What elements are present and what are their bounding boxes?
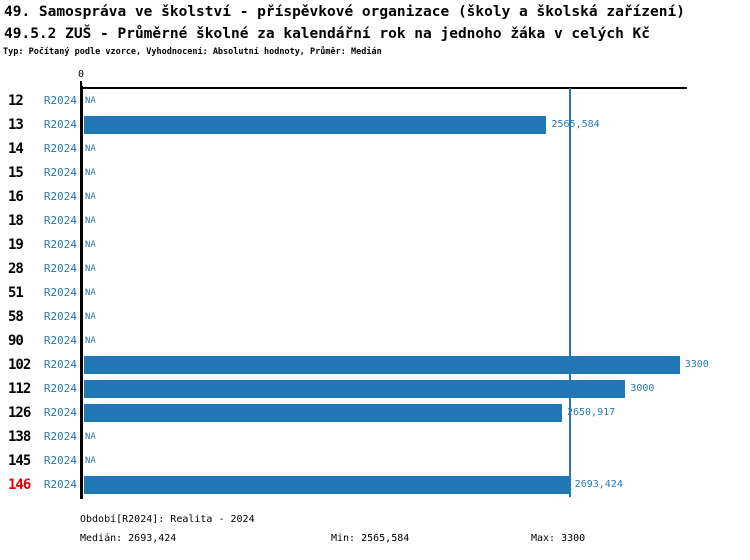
row-category: 51 [8,285,24,301]
row-category: 90 [8,333,24,349]
chart-row: 18 R2024 NA [0,209,750,233]
row-series-label: R2024 [43,166,77,179]
row-series-label: R2024 [43,478,77,491]
bar-value-label: NA [85,168,96,178]
row-series-label: R2024 [43,286,77,299]
row-category: 138 [8,429,31,445]
chart-row: 28 R2024 NA [0,257,750,281]
row-category: 112 [8,381,31,397]
bar-value-label: NA [85,192,96,202]
median-line [569,88,571,497]
row-series-label: R2024 [43,262,77,275]
row-category: 13 [8,117,24,133]
x-axis-tick-mark [80,81,82,87]
row-category: 58 [8,309,24,325]
bar-value-label: NA [85,240,96,250]
x-axis-tick-label-zero: 0 [77,69,85,80]
chart-subtitle-parameters: Typ: Počítaný podle vzorce, Vyhodnocení:… [3,47,382,57]
bar-value-label: NA [85,216,96,226]
chart-row: 90 R2024 NA [0,329,750,353]
row-series-label: R2024 [43,190,77,203]
chart-row: 12 R2024 NA [0,89,750,113]
bar [84,116,547,134]
bar-value-label: NA [85,456,96,466]
row-category: 15 [8,165,24,181]
bar-value-label: NA [85,144,96,154]
bar-value-label: NA [85,264,96,274]
bar [84,404,562,422]
chart-row: 51 R2024 NA [0,281,750,305]
bar-chart: 0 12 R2024 NA 13 R2024 2565,584 14 R2024… [0,69,750,499]
row-series-label: R2024 [43,454,77,467]
bar [84,476,570,494]
row-series-label: R2024 [43,382,77,395]
row-category: 102 [8,357,31,373]
row-series-label: R2024 [43,214,77,227]
x-axis-line [80,87,687,89]
y-axis-line [80,86,83,499]
row-category: 14 [8,141,24,157]
chart-row: 112 R2024 3000 [0,377,750,401]
chart-row: 16 R2024 NA [0,185,750,209]
bar-value-label: 2650,917 [566,407,616,418]
chart-row: 102 R2024 3300 [0,353,750,377]
bar [84,380,626,398]
row-series-label: R2024 [43,334,77,347]
bar-value-label: NA [85,96,96,106]
page-title-line2: 49.5.2 ZUŠ - Průměrné školné za kalendář… [4,26,651,42]
row-series-label: R2024 [43,238,77,251]
footer-median-value: Medián: 2693,424 [80,533,177,544]
row-series-label: R2024 [43,430,77,443]
row-series-label: R2024 [43,358,77,371]
row-series-label: R2024 [43,94,77,107]
row-series-label: R2024 [43,118,77,131]
chart-row: 126 R2024 2650,917 [0,401,750,425]
bar-value-label: NA [85,336,96,346]
row-series-label: R2024 [43,142,77,155]
bar-value-label: NA [85,288,96,298]
row-category: 16 [8,189,24,205]
chart-row: 138 R2024 NA [0,425,750,449]
bar [84,356,680,374]
row-category: 145 [8,453,31,469]
row-category: 146 [8,477,31,493]
footer-period-label: Období[R2024]: Realita - 2024 [80,514,255,525]
row-series-label: R2024 [43,310,77,323]
chart-row: 15 R2024 NA [0,161,750,185]
chart-row: 13 R2024 2565,584 [0,113,750,137]
row-category: 12 [8,93,24,109]
row-category: 18 [8,213,24,229]
row-category: 28 [8,261,24,277]
footer-min-value: Min: 2565,584 [331,533,410,544]
bar-value-label: 2693,424 [574,479,623,490]
bar-value-label: 3000 [630,383,655,394]
bar-value-label: NA [85,432,96,442]
bar-value-label: 2565,584 [551,119,600,130]
chart-row: 19 R2024 NA [0,233,750,257]
chart-row: 58 R2024 NA [0,305,750,329]
row-series-label: R2024 [43,406,77,419]
row-category: 126 [8,405,31,421]
page-title-line1: 49. Samospráva ve školství - příspěvkové… [4,4,685,20]
bar-value-label: 3300 [684,359,709,370]
footer-max-value: Max: 3300 [531,533,586,544]
chart-row: 14 R2024 NA [0,137,750,161]
chart-row: 145 R2024 NA [0,449,750,473]
bar-value-label: NA [85,312,96,322]
chart-row: 146 R2024 2693,424 [0,473,750,497]
row-category: 19 [8,237,24,253]
